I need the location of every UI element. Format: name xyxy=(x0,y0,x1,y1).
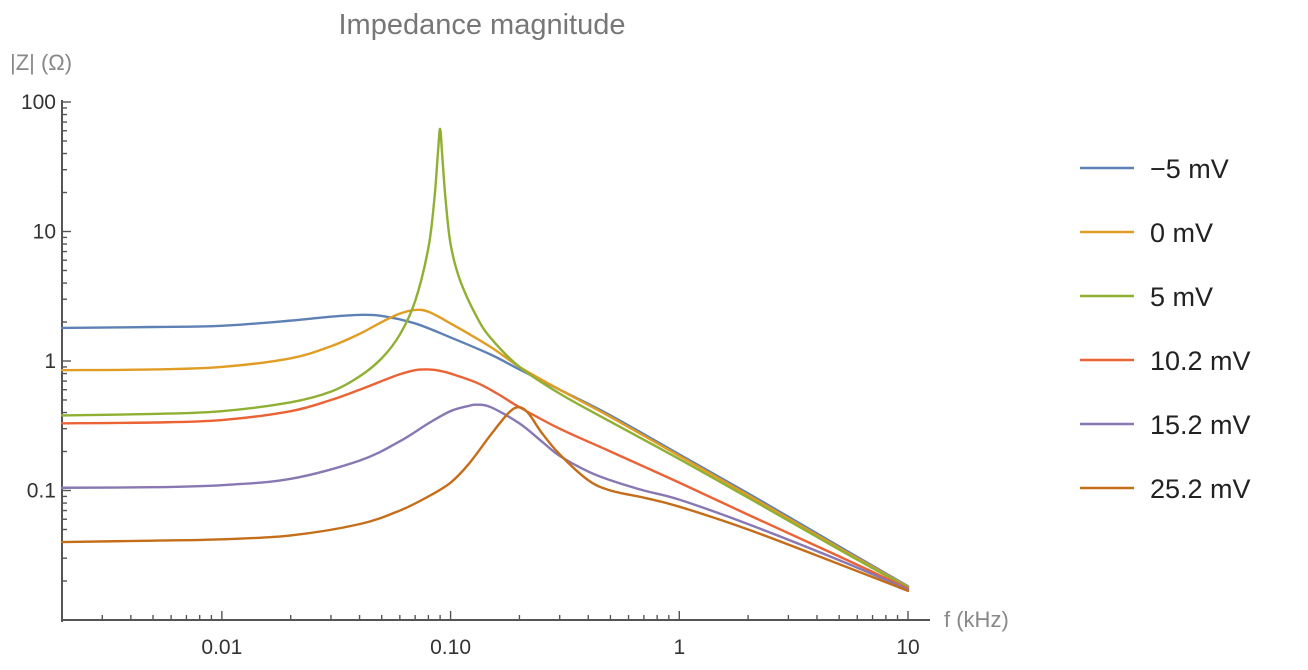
x-tick-label: 1 xyxy=(673,636,685,659)
chart-title: Impedance magnitude xyxy=(339,9,626,41)
series-line-3 xyxy=(60,368,910,590)
legend: −5 mV 0 mV 5 mV 10.2 mV 15.2 mV 25.2 mV xyxy=(1080,154,1251,504)
series-line-1 xyxy=(60,308,910,589)
legend-label: 10.2 mV xyxy=(1150,346,1251,376)
series-lines xyxy=(60,127,910,593)
y-tick-label: 0.1 xyxy=(27,480,56,503)
x-tick-label: 0.10 xyxy=(430,636,471,659)
legend-label: −5 mV xyxy=(1150,154,1229,184)
series-line-4 xyxy=(60,403,910,591)
series-line-0 xyxy=(60,313,910,588)
legend-label: 25.2 mV xyxy=(1150,474,1251,504)
axis-tick-labels: 0.01 0.10 1 10 100 10 1 0.1 xyxy=(21,91,920,659)
legend-label: 0 mV xyxy=(1150,218,1213,248)
x-tick-label: 10 xyxy=(896,636,919,659)
y-tick-label: 100 xyxy=(21,91,56,114)
y-axis-label: |Z| (Ω) xyxy=(10,50,72,75)
legend-label: 5 mV xyxy=(1150,282,1213,312)
series-line-2 xyxy=(60,127,910,589)
x-tick-label: 0.01 xyxy=(201,636,242,659)
legend-label: 15.2 mV xyxy=(1150,410,1251,440)
y-tick-label: 1 xyxy=(44,350,56,373)
series-line-5 xyxy=(60,405,910,593)
y-tick-label: 10 xyxy=(33,221,56,244)
x-axis-label: f (kHz) xyxy=(944,607,1009,632)
